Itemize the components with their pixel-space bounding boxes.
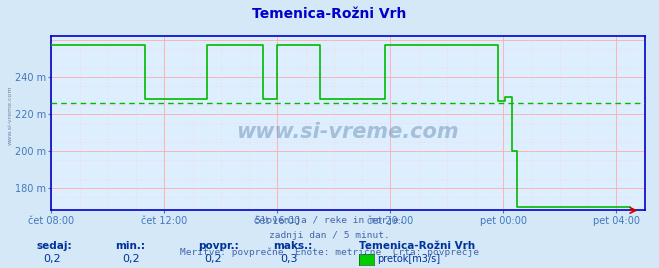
Text: povpr.:: povpr.: bbox=[198, 241, 239, 251]
Text: 0,3: 0,3 bbox=[280, 254, 298, 264]
Text: Slovenija / reke in morje.: Slovenija / reke in morje. bbox=[255, 216, 404, 225]
Text: 0,2: 0,2 bbox=[122, 254, 140, 264]
Text: Meritve: povprečne  Enote: metrične  Črta: povprečje: Meritve: povprečne Enote: metrične Črta:… bbox=[180, 247, 479, 257]
Text: maks.:: maks.: bbox=[273, 241, 313, 251]
Text: pretok[m3/s]: pretok[m3/s] bbox=[377, 254, 440, 264]
Text: 0,2: 0,2 bbox=[204, 254, 222, 264]
Text: Temenica-Rožni Vrh: Temenica-Rožni Vrh bbox=[359, 241, 475, 251]
Text: Temenica-Rožni Vrh: Temenica-Rožni Vrh bbox=[252, 7, 407, 21]
Text: min.:: min.: bbox=[115, 241, 146, 251]
Text: www.si-vreme.com: www.si-vreme.com bbox=[8, 85, 13, 145]
Text: sedaj:: sedaj: bbox=[36, 241, 72, 251]
Text: zadnji dan / 5 minut.: zadnji dan / 5 minut. bbox=[269, 231, 390, 240]
Text: www.si-vreme.com: www.si-vreme.com bbox=[237, 122, 459, 142]
Text: 0,2: 0,2 bbox=[43, 254, 61, 264]
